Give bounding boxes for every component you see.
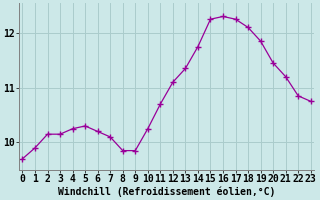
X-axis label: Windchill (Refroidissement éolien,°C): Windchill (Refroidissement éolien,°C) bbox=[58, 187, 275, 197]
